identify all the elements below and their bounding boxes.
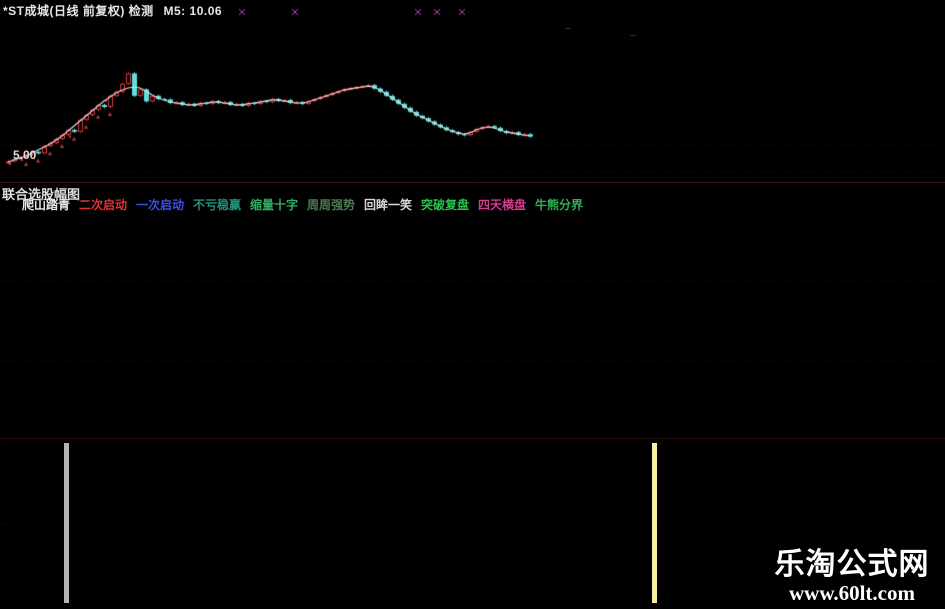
signal-label-bukuiwenying: 不亏稳赢 [193, 198, 242, 212]
subchart-title: 联合选股幅图 [2, 187, 81, 202]
signal-label-ercqidong: 二次启动 [79, 198, 128, 212]
watermark-url: www.60lt.com [789, 581, 915, 605]
signal-label-niuxiongfenjie: 牛熊分界 [535, 198, 584, 212]
signal-label-sitianhengpan: 四天横盘 [478, 198, 527, 212]
signal-label-suoliangshizi: 缩量十字 [250, 198, 299, 212]
ma5-value-label: M5: 10.06 [163, 4, 223, 18]
stock-title: *ST成城(日线 前复权) 检测 [3, 4, 154, 18]
gray-signal-bar [64, 443, 69, 603]
chart-title-bar: *ST成城(日线 前复权) 检测 M5: 10.06 [3, 2, 222, 19]
signal-label-huimouyixiao: 回眸一笑 [364, 198, 413, 212]
signal-legend: 爬山踏青 二次启动 一次启动 不亏稳赢 缩量十字 周周强势 回眸一笑 突破复盘 … [22, 196, 583, 213]
signal-label-pashantaqing: 爬山踏青 [22, 198, 71, 212]
signal-label-yicqidong: 一次启动 [136, 198, 185, 212]
watermark: 乐淘公式网 www.60lt.com [767, 548, 937, 604]
signal-label-zhouzhouqiangshi: 周周强势 [307, 198, 356, 212]
yellow-signal-bar [652, 443, 657, 603]
watermark-site-name: 乐淘公式网 [774, 548, 930, 581]
price-axis-label: 5.00 [13, 148, 37, 162]
signal-label-tupofupan: 突破复盘 [421, 198, 470, 212]
